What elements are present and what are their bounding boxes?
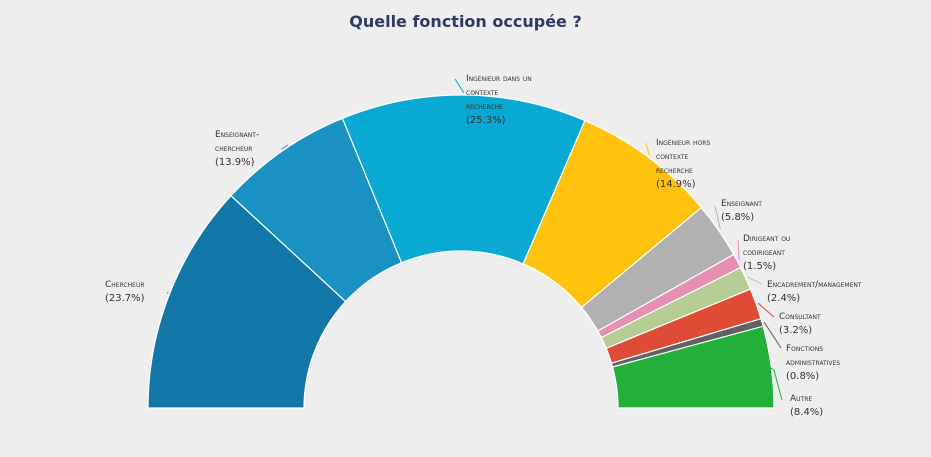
slice-label-4: Enseignant (5.8%): [721, 197, 762, 225]
slice-value-label-5: (1.5%): [743, 261, 777, 272]
slice-category-5: Dirigeant ou codirigeant: [743, 234, 791, 258]
slice-label-7: Consultant (3.2%): [779, 310, 821, 338]
slice-category-0: Chercheur: [105, 280, 145, 290]
slice-category-7: Consultant: [779, 312, 821, 322]
slice-value-label-0: (23.7%): [105, 293, 145, 304]
slice-category-6: Encadrement/management: [767, 280, 862, 290]
slice-category-4: Enseignant: [721, 199, 762, 209]
slice-label-0: Chercheur (23.7%): [105, 278, 145, 306]
slice-label-1: Enseignant-chercheur (13.9%): [215, 128, 259, 170]
slice-label-2: Ingénieur dans un contexte recherche (25.3%…: [466, 72, 532, 128]
leader-line-3: [645, 142, 650, 156]
slice-category-1: Enseignant-chercheur: [215, 130, 260, 154]
slice-9: [611, 325, 775, 409]
leader-line-5: [737, 239, 740, 261]
chart-title: Quelle fonction occupée ?: [349, 12, 582, 31]
leader-line-1: [281, 144, 289, 150]
slice-value-label-3: (14.9%): [656, 179, 696, 190]
slice-category-3: Ingénieur hors contexte recherche: [656, 138, 711, 176]
slice-value-label-2: (25.3%): [466, 115, 506, 126]
slice-category-2: Ingénieur dans un contexte recherche: [466, 74, 532, 112]
slice-label-3: Ingénieur hors contexte recherche (14.9%): [656, 136, 710, 192]
slice-label-9: Autre (8.4%): [790, 392, 823, 420]
slice-label-8: Fonctions administratives (0.8%): [786, 342, 840, 384]
slice-category-8: Fonctions administratives: [786, 344, 841, 368]
slice-2: [341, 94, 586, 265]
slice-label-5: Dirigeant ou codirigeant (1.5%): [743, 232, 790, 274]
slice-label-6: Encadrement/management (2.4%): [767, 278, 862, 306]
leader-line-7: [757, 302, 775, 318]
leader-line-2: [454, 78, 465, 94]
slice-category-9: Autre: [790, 394, 813, 404]
slice-value-label-8: (0.8%): [786, 371, 820, 382]
slice-value-label-4: (5.8%): [721, 212, 755, 223]
leader-line-6: [747, 276, 763, 285]
slice-value-label-7: (3.2%): [779, 325, 813, 336]
leader-line-4: [714, 205, 721, 230]
slice-value-label-6: (2.4%): [767, 293, 801, 304]
slice-value-label-9: (8.4%): [790, 407, 824, 418]
slice-value-label-1: (13.9%): [215, 157, 255, 168]
leader-line-8: [763, 321, 782, 349]
leader-line-9: [769, 366, 783, 401]
